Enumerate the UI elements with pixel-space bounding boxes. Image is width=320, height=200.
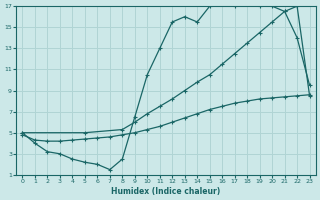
X-axis label: Humidex (Indice chaleur): Humidex (Indice chaleur) — [111, 187, 221, 196]
